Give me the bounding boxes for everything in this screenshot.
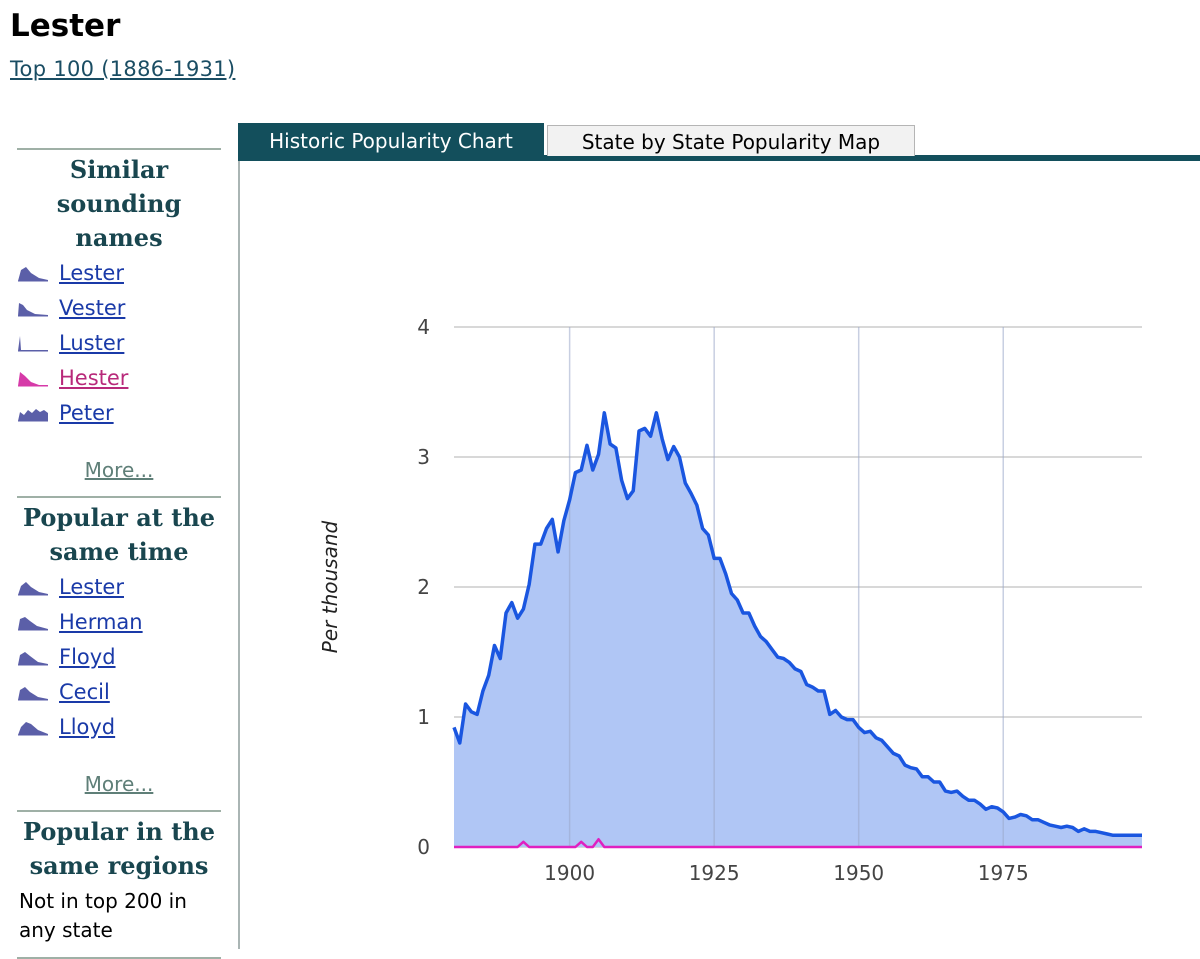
tab-historic-popularity-chart[interactable]: Historic Popularity Chart xyxy=(238,123,544,158)
name-link[interactable]: Luster xyxy=(59,330,125,355)
same-regions-heading: Popular in the same regions xyxy=(22,817,216,880)
sparkline-shape xyxy=(18,408,48,421)
series-line-1 xyxy=(452,411,1142,838)
y-tick-label: 3 xyxy=(417,445,430,469)
sparkline-shape xyxy=(18,651,48,665)
same-time-more-link[interactable]: More... xyxy=(84,772,154,796)
x-tick-label: 1900 xyxy=(544,861,595,885)
name-link[interactable]: Cecil xyxy=(59,679,110,704)
name-link[interactable]: Herman xyxy=(59,609,143,634)
popularity-sparkline-icon xyxy=(18,408,48,421)
popularity-sparkline-icon xyxy=(18,335,48,351)
y-axis-label: Per thousand xyxy=(318,520,342,653)
name-link[interactable]: Vester xyxy=(59,295,126,320)
name-link[interactable]: Hester xyxy=(59,365,129,390)
name-link[interactable]: Floyd xyxy=(59,644,116,669)
popularity-sparkline-icon xyxy=(18,616,48,630)
series-area-fill xyxy=(454,412,1142,847)
sidebar-divider xyxy=(17,810,221,812)
similar-name-item[interactable]: Peter xyxy=(17,395,221,430)
sparkline-shape xyxy=(18,371,48,386)
tab-state-popularity-map[interactable]: State by State Popularity Map xyxy=(547,125,915,156)
similar-name-item[interactable]: Hester xyxy=(17,360,221,395)
series-line-2 xyxy=(454,837,1142,849)
sparkline-shape xyxy=(18,616,48,630)
same-time-name-item[interactable]: Lester xyxy=(17,569,221,604)
popularity-chart: 0 1 2 3 4 1900 1925 1950 1975 Per thousand xyxy=(318,315,1142,885)
sidebar: Similar sounding names Lester Vester Luste… xyxy=(17,148,221,959)
tab-bar xyxy=(238,155,1200,161)
x-tick-label: 1925 xyxy=(689,861,740,885)
sidebar-divider xyxy=(17,148,221,150)
x-tick-label: 1950 xyxy=(833,861,884,885)
name-link[interactable]: Lloyd xyxy=(59,714,116,739)
same-time-name-item[interactable]: Cecil xyxy=(17,674,221,709)
same-time-list: Lester Herman Floyd Cecil Lloyd xyxy=(17,569,221,744)
popularity-sparkline-icon xyxy=(18,686,48,700)
x-tick-label: 1975 xyxy=(978,861,1029,885)
sparkline-shape xyxy=(18,686,48,700)
similar-name-item[interactable]: Luster xyxy=(17,325,221,360)
sparkline-shape xyxy=(18,721,48,735)
popularity-sparkline-icon xyxy=(18,302,48,316)
name-link[interactable]: Lester xyxy=(59,260,124,285)
same-time-heading: Popular at the same time xyxy=(22,503,216,566)
page-title: Lester xyxy=(10,8,121,44)
sparkline-shape xyxy=(18,581,48,595)
sidebar-divider xyxy=(17,496,221,498)
popularity-sparkline-icon xyxy=(18,651,48,665)
content-divider xyxy=(238,140,240,949)
same-regions-text: Not in top 200 in any state xyxy=(19,889,187,942)
popularity-sparkline-icon xyxy=(18,371,48,386)
similar-names-list: Lester Vester Luster Hester Peter xyxy=(17,255,221,430)
same-time-name-item[interactable]: Lloyd xyxy=(17,709,221,744)
y-tick-label: 2 xyxy=(417,575,430,599)
y-tick-label: 4 xyxy=(417,315,430,339)
similar-names-heading: Similar sounding names xyxy=(56,155,182,252)
same-time-name-item[interactable]: Herman xyxy=(17,604,221,639)
similar-name-item[interactable]: Vester xyxy=(17,290,221,325)
name-link[interactable]: Peter xyxy=(59,400,114,425)
same-time-name-item[interactable]: Floyd xyxy=(17,639,221,674)
y-tick-label: 1 xyxy=(417,705,430,729)
sparkline-shape xyxy=(18,266,48,281)
top100-link[interactable]: Top 100 (1886-1931) xyxy=(10,57,236,81)
similar-more-link[interactable]: More... xyxy=(84,458,154,482)
sparkline-shape xyxy=(18,302,48,316)
popularity-sparkline-icon xyxy=(18,581,48,595)
similar-name-item[interactable]: Lester xyxy=(17,255,221,290)
y-tick-label: 0 xyxy=(417,835,430,859)
sparkline-shape xyxy=(18,335,48,351)
popularity-sparkline-icon xyxy=(18,721,48,735)
name-link[interactable]: Lester xyxy=(59,574,124,599)
popularity-sparkline-icon xyxy=(18,266,48,281)
